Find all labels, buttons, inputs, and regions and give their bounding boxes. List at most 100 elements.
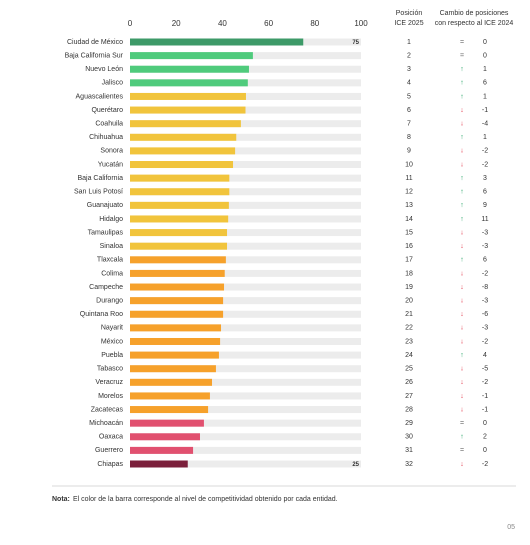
bar-track [130, 392, 361, 400]
change: 0 [483, 420, 487, 427]
change-symbol: = [460, 420, 464, 427]
bar [130, 269, 225, 277]
position: 19 [405, 284, 413, 291]
bar-track [130, 188, 361, 196]
bar-track [130, 215, 361, 223]
change-symbol: = [460, 39, 464, 46]
bar [130, 201, 229, 209]
category-label: Aguascalientes [76, 93, 124, 100]
position: 8 [407, 134, 411, 141]
position: 14 [405, 216, 413, 223]
position: 13 [405, 202, 413, 209]
position: 31 [405, 447, 413, 454]
change: 6 [483, 80, 487, 87]
bar-track [130, 446, 361, 454]
change-symbol: ↑ [460, 93, 464, 100]
category-label: Colima [101, 270, 123, 277]
bar-track [130, 174, 361, 182]
position: 3 [407, 66, 411, 73]
position: 7 [407, 121, 411, 128]
change-symbol: ↑ [460, 216, 464, 223]
change: 9 [483, 202, 487, 209]
change-symbol: ↓ [460, 311, 464, 318]
bar-track [130, 324, 361, 332]
change-symbol: ↓ [460, 366, 464, 373]
change-symbol: ↓ [460, 325, 464, 332]
value-label: 75 [352, 40, 359, 46]
bar-track [130, 378, 361, 386]
change: 1 [483, 66, 487, 73]
category-label: Nayarit [101, 325, 123, 332]
change-symbol: ↑ [460, 189, 464, 196]
bar [130, 283, 225, 291]
change: -6 [482, 311, 488, 318]
bar [130, 188, 230, 196]
change: -2 [482, 338, 488, 345]
change-symbol: ↑ [460, 175, 464, 182]
bar-track [130, 120, 361, 128]
category-label: Baja California Sur [65, 52, 124, 59]
position: 27 [405, 393, 413, 400]
category-label: Chihuahua [89, 134, 123, 141]
change: -5 [482, 366, 488, 373]
bar-track [130, 133, 361, 141]
category-label: Chiapas [97, 461, 123, 468]
category-label: Ciudad de México [67, 39, 123, 46]
bar [130, 337, 221, 345]
bar-track [130, 365, 361, 373]
bar-track [130, 283, 361, 291]
bar [130, 215, 229, 223]
category-label: Tabasco [97, 366, 123, 373]
note-text: El color de la barra corresponde al nive… [73, 496, 338, 503]
category-label: Puebla [101, 352, 123, 359]
x-tick-label: 0 [128, 19, 133, 28]
change: -2 [482, 148, 488, 155]
page-number: 05 [507, 524, 515, 531]
category-label: San Luis Potosí [74, 189, 123, 196]
bar-track [130, 161, 361, 169]
position: 1 [407, 39, 411, 46]
position: 28 [405, 406, 413, 413]
category-label: Guanajuato [87, 202, 123, 209]
change: -2 [482, 161, 488, 168]
position: 11 [405, 175, 412, 182]
bar-track [130, 297, 361, 305]
bar [130, 106, 246, 114]
change-symbol: ↑ [460, 202, 464, 209]
bar [130, 65, 249, 73]
change: -4 [482, 121, 488, 128]
position: 29 [405, 420, 413, 427]
category-label: Oaxaca [99, 434, 123, 441]
bar-track [130, 337, 361, 345]
category-label: Durango [96, 297, 123, 304]
position-header: ICE 2025 [394, 20, 423, 27]
value-label: 25 [352, 462, 359, 468]
bar [130, 351, 219, 359]
x-tick-label: 20 [172, 19, 181, 28]
change: -1 [482, 393, 488, 400]
change: 0 [483, 52, 487, 59]
change: -2 [482, 270, 488, 277]
category-label: Zacatecas [91, 406, 124, 413]
bar [130, 392, 210, 400]
bar-track [130, 242, 361, 250]
change-symbol: ↑ [460, 257, 464, 264]
change-symbol: ↓ [460, 161, 464, 168]
bar [130, 120, 241, 128]
position: 16 [405, 243, 413, 250]
bar-track [130, 433, 361, 441]
position: 24 [405, 352, 413, 359]
category-label: Hidalgo [99, 216, 123, 223]
bar-track [130, 310, 361, 318]
change-symbol: ↓ [460, 270, 464, 277]
bar [130, 161, 234, 169]
bar-track [130, 269, 361, 277]
category-label: Baja California [77, 175, 123, 182]
change-symbol: ↓ [460, 243, 464, 250]
bar [130, 79, 248, 87]
bar [130, 378, 213, 386]
bar [130, 38, 304, 46]
change-symbol: ↓ [460, 406, 464, 413]
category-label: Sonora [100, 148, 123, 155]
